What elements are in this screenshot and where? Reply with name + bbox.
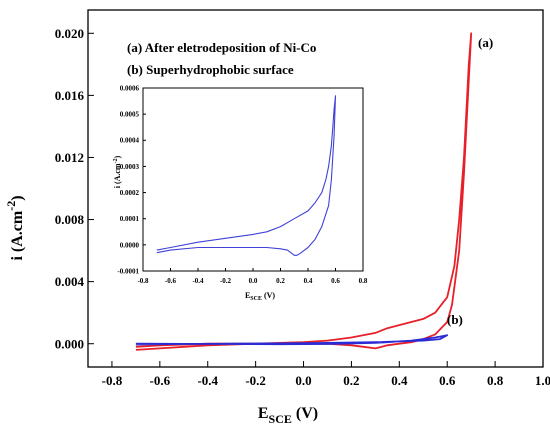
inset-chart: -0.0001 0.0000 0.0001 0.0002 0.0003 0.0004 0.0…	[113, 84, 368, 302]
inset-x-tick-label: 0.0	[249, 277, 258, 285]
inset-y-label-sup: -2	[113, 158, 119, 163]
series-label-a: (a)	[478, 35, 493, 50]
main-y-tick-label: 0.012	[55, 150, 84, 165]
inset-y-tick-label: 0.0000	[120, 241, 140, 249]
inset-x-ticks: -0.8 -0.6 -0.4 -0.2 0.0 0.2 0.4 0.6 0.8	[137, 268, 368, 285]
main-x-label-main: E	[258, 405, 269, 422]
main-x-tick-label: -0.2	[245, 373, 266, 388]
inset-x-tick-label: 0.4	[304, 277, 313, 285]
inset-x-tick-label: -0.6	[165, 277, 177, 285]
main-x-axis-label: ESCE (V)	[258, 405, 318, 426]
inset-x-label-unit: (V)	[262, 291, 275, 300]
inset-series-group	[156, 95, 337, 256]
main-x-tick-label: -0.4	[197, 373, 218, 388]
inset-x-label-sub: SCE	[250, 296, 262, 302]
inset-x-axis-label: ESCE (V)	[245, 291, 275, 302]
main-series-line-0	[135, 32, 473, 351]
inset-y-tick-label: 0.0006	[120, 84, 140, 92]
main-x-tick-label: -0.6	[150, 373, 171, 388]
inset-y-tick-label: 0.0004	[120, 137, 140, 145]
main-plot-frame	[87, 9, 544, 368]
inset-y-tick-label: 0.0003	[120, 163, 140, 171]
series-label-b: (b)	[447, 312, 463, 327]
main-y-tick-label: 0.000	[55, 336, 84, 351]
inset-y-ticks: -0.0001 0.0000 0.0001 0.0002 0.0003 0.0004 0.0…	[117, 84, 146, 275]
main-y-tick-label: 0.020	[55, 26, 84, 41]
inset-y-tick-label: 0.0001	[120, 215, 140, 223]
main-y-tick-label: 0.008	[55, 212, 85, 227]
inset-x-tick-label: 0.8	[359, 277, 368, 285]
inset-x-tick-label: 0.6	[331, 277, 340, 285]
main-y-axis-label: i (A.cm-2)	[4, 195, 26, 260]
legend-entry-a: (a) After eletrodeposition of Ni-Co	[127, 40, 316, 55]
main-x-label-sub: SCE	[269, 412, 292, 426]
inset-y-tick-label: 0.0002	[120, 189, 140, 197]
inset-y-tick-label: 0.0005	[120, 111, 140, 119]
main-y-tick-label: 0.016	[55, 88, 85, 103]
main-y-ticks: 0.000 0.004 0.008 0.012 0.016 0.020	[55, 26, 94, 351]
inset-y-tick-label: -0.0001	[117, 267, 139, 275]
inset-x-label-main: E	[245, 291, 250, 300]
inset-x-tick-label: -0.4	[192, 277, 204, 285]
main-y-label-main: i (A.cm	[9, 210, 26, 260]
inset-y-label-close: )	[113, 155, 122, 158]
main-x-tick-label: 0.0	[295, 373, 311, 388]
main-x-label-unit: (V)	[292, 405, 318, 422]
main-y-tick-label: 0.004	[55, 274, 85, 289]
main-x-tick-label: 1.0	[535, 373, 550, 388]
inset-y-axis-label: i (A.cm-2)	[113, 155, 122, 188]
main-x-ticks: -0.8 -0.6 -0.4 -0.2 0.0 0.2 0.4 0.6 0.8 1.0	[102, 361, 550, 388]
inset-series-line-0	[156, 95, 337, 256]
main-x-tick-label: 0.4	[391, 373, 408, 388]
inset-x-tick-label: 0.2	[276, 277, 285, 285]
main-series-line-1	[135, 334, 449, 346]
legend-entry-b: (b) Superhydrophobic surface	[127, 62, 294, 77]
main-series-group	[135, 32, 473, 351]
inset-y-label-main: i (A.cm	[113, 163, 122, 188]
main-x-tick-label: 0.6	[439, 373, 456, 388]
inset-x-tick-label: -0.2	[220, 277, 232, 285]
main-x-tick-label: 0.8	[487, 373, 504, 388]
main-x-tick-label: -0.8	[102, 373, 123, 388]
main-x-tick-label: 0.2	[343, 373, 359, 388]
main-y-label-sup: -2	[4, 201, 18, 211]
inset-plot-frame	[142, 87, 364, 272]
main-y-label-close: )	[9, 195, 26, 200]
inset-x-tick-label: -0.8	[137, 277, 149, 285]
